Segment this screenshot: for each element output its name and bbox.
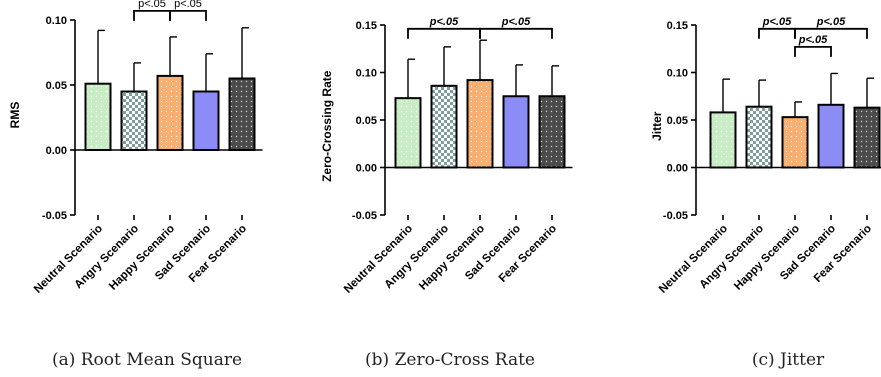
y-tick-label: 0.05 (356, 115, 377, 127)
bar-happy (156, 74, 184, 151)
significance-label: p<.05 (174, 0, 202, 10)
category-label: Angry Scenario (73, 223, 142, 292)
y-tick-label: 0.10 (667, 68, 688, 80)
panel-caption: (b) Zero-Cross Rate (365, 350, 535, 370)
y-tick-label: 0.00 (667, 163, 688, 175)
category-label: Happy Scenario (732, 223, 802, 293)
significance-label: p<.05 (798, 34, 828, 46)
category-label: Happy Scenario (417, 223, 487, 293)
y-tick-label: 0.05 (46, 80, 67, 92)
category-label: Angry Scenario (698, 223, 767, 292)
category-label: Angry Scenario (383, 223, 452, 292)
significance-bracket (794, 27, 868, 39)
y-tick-label: 0.05 (667, 115, 688, 127)
bar-angry (745, 105, 773, 169)
bar-angry (120, 90, 148, 151)
y-tick-label: 0.10 (46, 15, 67, 27)
bar-fear (853, 106, 881, 169)
significance-label: p<.05 (762, 16, 792, 28)
bar-happy (466, 79, 494, 169)
bar-sad (502, 95, 530, 169)
significance-bracket (758, 27, 796, 39)
bar-neutral (394, 97, 422, 169)
bar-fear (538, 95, 566, 169)
significance-bracket (407, 27, 481, 39)
bar-neutral (84, 82, 112, 151)
y-axis-title: Jitter (650, 111, 664, 141)
bar-angry (430, 84, 458, 169)
significance-label: p<.05 (429, 16, 459, 28)
chart-panel-1: -0.05 0.00 0.05 0.10 RMS Neutral ScenarioAngr… (8, 0, 263, 370)
y-tick-label: 0.10 (356, 68, 377, 80)
bar-sad (192, 90, 220, 151)
category-label: Neutral Scenario (657, 223, 730, 296)
chart-panel-2: -0.05 0.00 0.05 0.10 0.15 Zero-Crossing Rate N… (320, 16, 573, 370)
y-tick-label: -0.05 (663, 210, 688, 222)
bar-neutral (709, 111, 737, 169)
panel-caption: (a) Root Mean Square (52, 350, 242, 370)
category-label: Happy Scenario (107, 223, 177, 293)
y-tick-label: -0.05 (42, 210, 67, 222)
significance-label: p<.05 (816, 16, 846, 28)
significance-bracket (133, 10, 171, 21)
bar-fear (228, 77, 256, 151)
category-label: Neutral Scenario (342, 223, 415, 296)
bar-sad (817, 103, 845, 169)
significance-label: p<.05 (138, 0, 166, 10)
y-axis-title: Zero-Crossing Rate (320, 70, 334, 182)
y-tick-label: 0.00 (46, 145, 67, 157)
category-label: Neutral Scenario (32, 223, 105, 296)
y-tick-label: 0.15 (667, 20, 688, 32)
significance-bracket (479, 27, 553, 39)
y-tick-label: 0.15 (356, 20, 377, 32)
bar-happy (781, 116, 809, 169)
significance-label: p<.05 (501, 16, 531, 28)
chart-panel-3: -0.05 0.00 0.05 0.10 0.15 Jitter Neutral Scena… (650, 16, 881, 370)
y-axis-title: RMS (8, 102, 22, 129)
y-tick-label: -0.05 (352, 210, 377, 222)
panel-caption: (c) Jitter (752, 350, 825, 370)
significance-bracket (169, 10, 207, 21)
y-tick-label: 0.00 (356, 163, 377, 175)
significance-bracket (794, 45, 832, 57)
